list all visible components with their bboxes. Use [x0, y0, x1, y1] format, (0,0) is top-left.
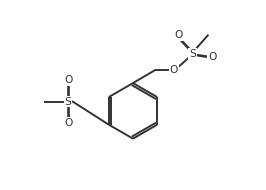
Text: S: S	[189, 49, 196, 59]
Text: O: O	[64, 118, 72, 128]
Text: S: S	[65, 97, 72, 107]
Text: O: O	[208, 52, 217, 63]
Text: O: O	[170, 65, 178, 75]
Text: O: O	[64, 75, 72, 86]
Text: O: O	[174, 30, 183, 40]
